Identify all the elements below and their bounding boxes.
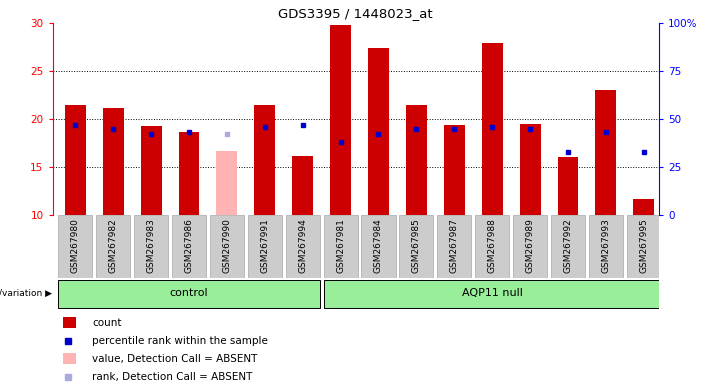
FancyBboxPatch shape: [475, 215, 509, 278]
Bar: [63, 317, 76, 328]
Text: genotype/variation ▶: genotype/variation ▶: [0, 289, 52, 298]
Bar: [179, 132, 199, 215]
FancyBboxPatch shape: [58, 215, 93, 278]
Bar: [254, 104, 275, 215]
Text: GSM267981: GSM267981: [336, 218, 345, 273]
Bar: [217, 151, 238, 215]
FancyBboxPatch shape: [627, 215, 661, 278]
FancyBboxPatch shape: [589, 215, 623, 278]
Bar: [519, 124, 540, 215]
FancyBboxPatch shape: [437, 215, 471, 278]
Text: GSM267989: GSM267989: [526, 218, 535, 273]
Text: GSM267990: GSM267990: [222, 218, 231, 273]
FancyBboxPatch shape: [285, 215, 320, 278]
Bar: [634, 199, 654, 215]
Text: control: control: [170, 288, 208, 298]
Text: GSM267987: GSM267987: [450, 218, 458, 273]
Text: GSM267995: GSM267995: [639, 218, 648, 273]
Bar: [557, 157, 578, 215]
Title: GDS3395 / 1448023_at: GDS3395 / 1448023_at: [278, 7, 433, 20]
Bar: [595, 90, 616, 215]
Text: GSM267982: GSM267982: [109, 218, 118, 273]
FancyBboxPatch shape: [134, 215, 168, 278]
Text: value, Detection Call = ABSENT: value, Detection Call = ABSENT: [92, 354, 257, 364]
Text: GSM267985: GSM267985: [412, 218, 421, 273]
Bar: [292, 157, 313, 215]
FancyBboxPatch shape: [210, 215, 244, 278]
Text: rank, Detection Call = ABSENT: rank, Detection Call = ABSENT: [92, 371, 252, 382]
Bar: [65, 104, 86, 215]
Text: GSM267994: GSM267994: [298, 218, 307, 273]
FancyBboxPatch shape: [324, 215, 358, 278]
Text: GSM267986: GSM267986: [184, 218, 193, 273]
Bar: [368, 48, 389, 215]
FancyBboxPatch shape: [324, 280, 661, 308]
Text: GSM267993: GSM267993: [601, 218, 611, 273]
Text: GSM267991: GSM267991: [260, 218, 269, 273]
FancyBboxPatch shape: [172, 215, 206, 278]
FancyBboxPatch shape: [513, 215, 547, 278]
FancyBboxPatch shape: [400, 215, 433, 278]
Bar: [141, 126, 161, 215]
Bar: [63, 353, 76, 364]
Text: GSM267992: GSM267992: [564, 218, 573, 273]
Bar: [330, 25, 351, 215]
Text: GSM267984: GSM267984: [374, 218, 383, 273]
Text: percentile rank within the sample: percentile rank within the sample: [92, 336, 268, 346]
Text: count: count: [92, 318, 121, 328]
Text: GSM267988: GSM267988: [488, 218, 497, 273]
FancyBboxPatch shape: [58, 280, 320, 308]
FancyBboxPatch shape: [362, 215, 395, 278]
Text: GSM267980: GSM267980: [71, 218, 80, 273]
Bar: [444, 125, 465, 215]
Text: AQP11 null: AQP11 null: [462, 288, 523, 298]
FancyBboxPatch shape: [96, 215, 130, 278]
Bar: [406, 104, 427, 215]
Bar: [482, 43, 503, 215]
FancyBboxPatch shape: [551, 215, 585, 278]
FancyBboxPatch shape: [247, 215, 282, 278]
Bar: [103, 108, 123, 215]
Text: GSM267983: GSM267983: [147, 218, 156, 273]
